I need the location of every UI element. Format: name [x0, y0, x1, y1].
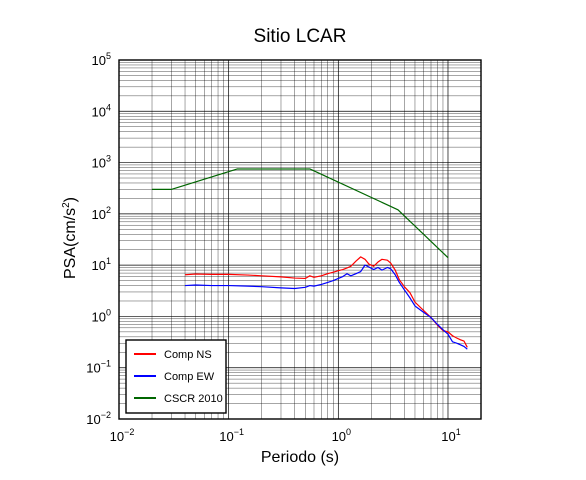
x-tick-label: 101 [441, 427, 460, 444]
y-tick-label: 104 [92, 102, 111, 119]
y-tick-label: 105 [92, 51, 111, 68]
y-axis-label: PSA(cm/s2) [61, 197, 79, 279]
series-line-1 [184, 256, 468, 348]
y-axis-label-base: PSA(cm/s [62, 208, 79, 279]
y-tick-label: 102 [92, 205, 111, 222]
legend-label: Comp NS [164, 349, 212, 361]
y-axis-label-end: ) [62, 197, 79, 202]
y-axis-label-exp: 2 [61, 202, 72, 208]
series-layer [152, 168, 468, 350]
y-tick-label: 101 [92, 256, 111, 273]
y-tick-label: 103 [92, 154, 111, 171]
x-axis-label: Periodo (s) [261, 449, 339, 466]
x-tick-label: 10−1 [219, 427, 244, 444]
grid [118, 59, 482, 420]
legend: Comp NS Comp EW CSCR 2010 [125, 339, 227, 414]
x-tick-label: 100 [332, 427, 351, 444]
plot-frame [118, 59, 482, 420]
tick-labels: 10−2 10−1 100 101 10−2 10−1 100 101 102 103 104 105 [86, 51, 460, 444]
y-tick-label: 10−1 [86, 359, 111, 376]
legend-label: Comp EW [164, 371, 215, 383]
chart-title: Sitio LCAR [254, 26, 347, 47]
legend-label: CSCR 2010 [164, 393, 223, 405]
y-tick-label: 100 [92, 307, 111, 324]
y-tick-label: 10−2 [86, 410, 111, 427]
series-line-2 [184, 264, 468, 350]
x-tick-label: 10−2 [110, 427, 135, 444]
series-line-3 [152, 168, 449, 259]
